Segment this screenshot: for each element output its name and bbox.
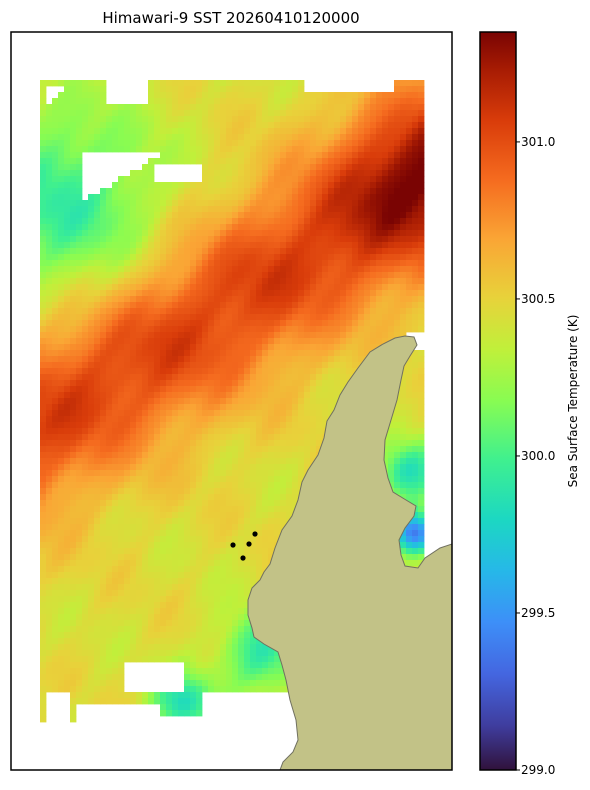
colorbar-label: Sea Surface Temperature (K) — [566, 315, 580, 488]
colorbar-ticks: 299.0 299.5 300.0 300.5 301.0 — [516, 135, 555, 777]
station-marker — [252, 531, 258, 537]
map-area — [11, 32, 452, 770]
colorbar-tick-label: 299.0 — [521, 763, 555, 777]
colorbar-tick-label: 300.0 — [521, 449, 555, 463]
land-mass — [247, 335, 452, 770]
colorbar-tick-label: 299.5 — [521, 606, 555, 620]
colorbar-gradient — [480, 32, 516, 770]
colorbar-frame — [479, 31, 517, 771]
station-marker — [246, 541, 252, 547]
colorbar-tick-label: 300.5 — [521, 292, 555, 306]
map-frame — [10, 31, 453, 771]
colorbar-tick-label: 301.0 — [521, 135, 555, 149]
colorbar: 299.0 299.5 300.0 300.5 301.0 Sea Surface Te… — [479, 31, 580, 777]
station-marker — [240, 555, 246, 561]
chart-title: Himawari-9 SST 20260410120000 — [102, 9, 359, 27]
markers — [230, 531, 258, 561]
station-marker — [230, 542, 236, 548]
